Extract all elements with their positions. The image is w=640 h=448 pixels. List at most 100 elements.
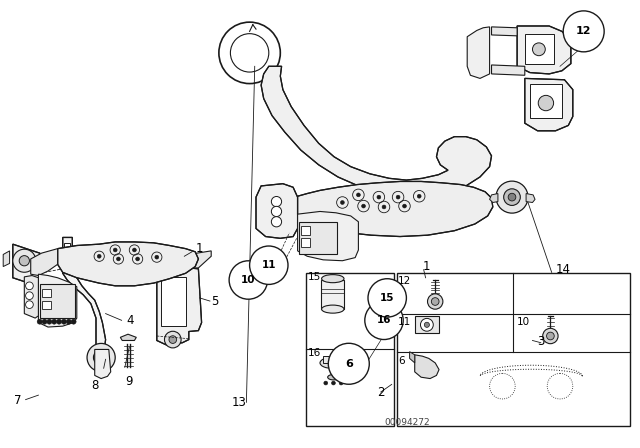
Circle shape	[271, 197, 282, 207]
Circle shape	[417, 194, 421, 198]
Circle shape	[37, 319, 42, 324]
Circle shape	[250, 246, 288, 284]
Circle shape	[52, 319, 57, 324]
Polygon shape	[526, 194, 535, 202]
Text: 15: 15	[308, 272, 321, 282]
Bar	[530, 84, 562, 118]
Polygon shape	[63, 237, 106, 349]
Circle shape	[396, 195, 400, 199]
Text: 16: 16	[308, 348, 321, 358]
Circle shape	[26, 301, 33, 309]
Circle shape	[47, 319, 52, 324]
Polygon shape	[298, 181, 493, 237]
Text: 6: 6	[398, 356, 404, 366]
Circle shape	[113, 248, 117, 252]
Polygon shape	[120, 334, 136, 340]
Circle shape	[324, 381, 328, 385]
Circle shape	[229, 261, 268, 299]
Circle shape	[496, 181, 528, 213]
Polygon shape	[517, 26, 571, 74]
Bar	[299, 222, 337, 254]
Circle shape	[155, 255, 159, 259]
Circle shape	[532, 43, 545, 56]
Circle shape	[403, 204, 406, 208]
Text: 13: 13	[232, 396, 246, 409]
Circle shape	[504, 189, 520, 206]
Text: 14: 14	[556, 263, 570, 276]
Text: 15: 15	[380, 293, 394, 303]
Bar	[321, 280, 344, 309]
Polygon shape	[492, 65, 525, 75]
Circle shape	[97, 254, 101, 258]
Bar	[301, 226, 310, 235]
Circle shape	[420, 319, 433, 331]
Text: 1: 1	[195, 242, 203, 255]
Text: 00094272: 00094272	[384, 418, 429, 426]
Polygon shape	[256, 184, 298, 238]
Circle shape	[230, 34, 269, 72]
Polygon shape	[157, 268, 202, 345]
Circle shape	[328, 343, 369, 384]
Polygon shape	[24, 276, 38, 318]
Bar	[64, 243, 70, 270]
Circle shape	[136, 257, 140, 261]
Circle shape	[66, 319, 71, 324]
Circle shape	[356, 193, 360, 197]
Circle shape	[61, 319, 67, 324]
Circle shape	[13, 249, 36, 272]
Text: 12: 12	[576, 26, 591, 36]
Bar	[323, 356, 343, 363]
Circle shape	[538, 95, 554, 111]
Circle shape	[63, 260, 72, 269]
Circle shape	[98, 354, 104, 361]
Circle shape	[362, 204, 365, 208]
Circle shape	[56, 319, 61, 324]
Polygon shape	[58, 242, 198, 286]
Polygon shape	[182, 251, 211, 268]
Text: 3: 3	[538, 335, 545, 348]
Circle shape	[431, 297, 439, 306]
Bar	[42, 289, 51, 297]
Circle shape	[19, 256, 29, 266]
Circle shape	[271, 207, 282, 216]
Polygon shape	[95, 349, 111, 379]
Circle shape	[42, 319, 47, 324]
Circle shape	[132, 248, 136, 252]
Circle shape	[563, 11, 604, 52]
Bar	[306, 273, 394, 426]
Polygon shape	[467, 27, 490, 78]
Text: 6: 6	[345, 359, 353, 369]
Text: 16: 16	[377, 315, 391, 325]
Circle shape	[169, 336, 177, 344]
Circle shape	[428, 294, 443, 309]
Circle shape	[164, 331, 181, 348]
Text: 8: 8	[91, 379, 99, 392]
Circle shape	[377, 195, 381, 199]
Bar	[415, 316, 439, 333]
Circle shape	[271, 217, 282, 227]
Circle shape	[368, 279, 406, 317]
Polygon shape	[261, 66, 492, 196]
Circle shape	[365, 301, 403, 340]
Bar	[42, 301, 51, 309]
Bar	[397, 273, 630, 426]
Ellipse shape	[320, 358, 346, 368]
Text: 7: 7	[14, 394, 22, 408]
Circle shape	[508, 193, 516, 201]
Text: 5: 5	[211, 294, 219, 308]
Text: 4: 4	[127, 314, 134, 327]
Circle shape	[87, 344, 115, 371]
Text: 11: 11	[398, 317, 412, 327]
Polygon shape	[492, 27, 517, 36]
Polygon shape	[3, 251, 10, 267]
Text: 10: 10	[241, 275, 255, 285]
Circle shape	[424, 322, 429, 327]
Circle shape	[547, 332, 554, 340]
Circle shape	[116, 257, 120, 261]
Polygon shape	[13, 244, 40, 287]
Circle shape	[332, 381, 335, 385]
Circle shape	[93, 350, 109, 365]
Circle shape	[382, 205, 386, 209]
Polygon shape	[415, 355, 439, 379]
Text: 11: 11	[262, 260, 276, 270]
